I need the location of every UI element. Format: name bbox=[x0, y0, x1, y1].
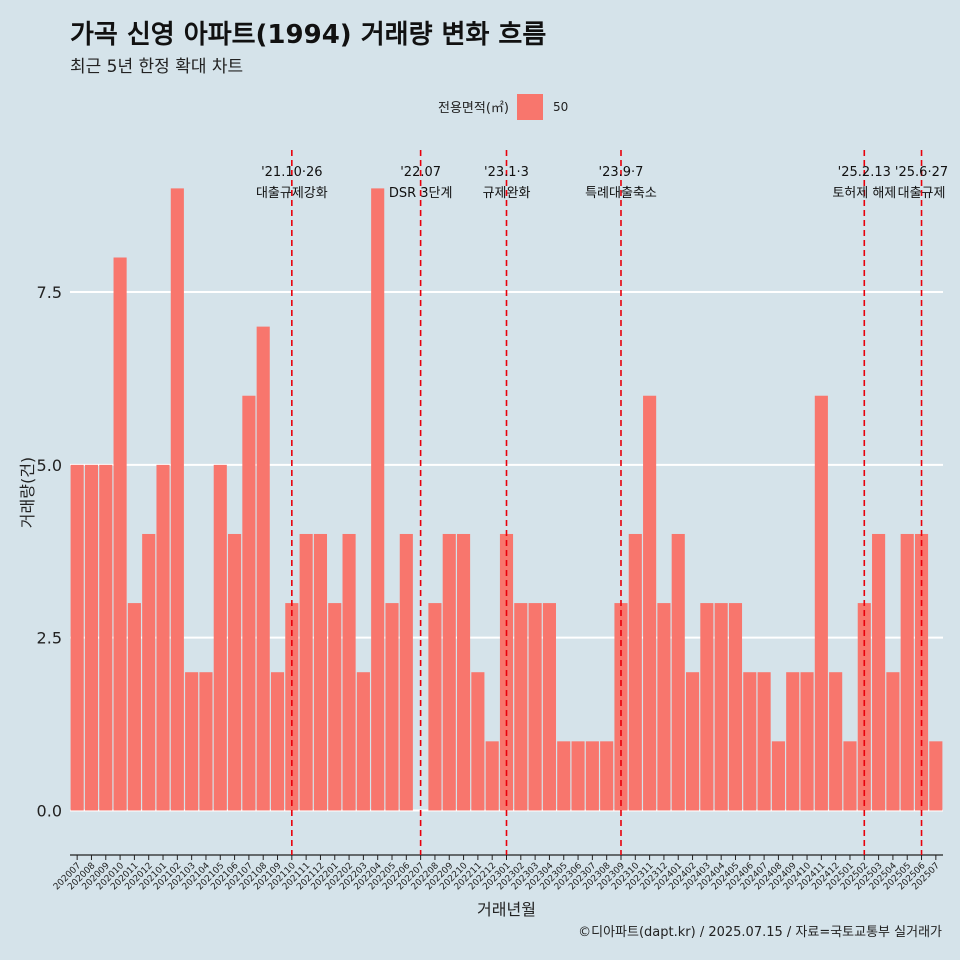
bar bbox=[614, 603, 628, 811]
bar bbox=[399, 533, 413, 811]
y-axis-title: 거래량(건) bbox=[18, 457, 37, 528]
bar bbox=[127, 603, 141, 811]
bar bbox=[514, 603, 528, 811]
bar bbox=[342, 533, 356, 811]
bar bbox=[256, 326, 270, 811]
legend-swatch bbox=[516, 93, 543, 120]
event-name-label: 특례대출축소 bbox=[585, 186, 657, 201]
event-date-label: '22.07 bbox=[400, 165, 441, 180]
bar bbox=[628, 533, 642, 811]
bar bbox=[829, 672, 843, 811]
event-date-label: '25.2.13 bbox=[838, 165, 891, 180]
bar bbox=[99, 464, 113, 811]
chart-title: 가곡 신영 아파트(1994) 거래량 변화 흐름 bbox=[70, 20, 547, 50]
bar bbox=[356, 672, 370, 811]
legend-entry-label: 50 bbox=[552, 99, 569, 114]
bar bbox=[84, 464, 99, 811]
bar bbox=[643, 395, 657, 811]
event-name-label: 대출규제 bbox=[898, 186, 946, 201]
bar bbox=[285, 603, 299, 811]
x-axis-title: 거래년월 bbox=[477, 900, 536, 919]
chart-subtitle: 최근 5년 한정 확대 차트 bbox=[70, 57, 244, 77]
y-tick-label: 5.0 bbox=[37, 456, 62, 475]
event-name-label: 규제완화 bbox=[483, 186, 531, 201]
bar bbox=[328, 603, 342, 811]
bar bbox=[728, 603, 743, 811]
bar bbox=[571, 741, 585, 811]
bar bbox=[900, 533, 914, 811]
bar bbox=[657, 603, 671, 811]
bar bbox=[142, 533, 156, 811]
bar bbox=[857, 603, 871, 811]
bar bbox=[872, 533, 886, 811]
bar bbox=[771, 741, 785, 811]
source-caption: ©디아파트(dapt.kr) / 2025.07.15 / 자료=국토교통부 실… bbox=[578, 925, 942, 940]
bar bbox=[800, 672, 814, 811]
bar bbox=[371, 188, 385, 811]
bar bbox=[242, 395, 256, 811]
event-date-label: '25.6·27 bbox=[895, 165, 948, 180]
bar bbox=[70, 464, 84, 811]
bar bbox=[585, 741, 599, 811]
bar bbox=[528, 603, 542, 811]
y-tick-label: 7.5 bbox=[37, 283, 62, 302]
bar bbox=[170, 188, 184, 811]
legend-title: 전용면적(㎡) bbox=[438, 101, 509, 116]
bar bbox=[299, 533, 313, 811]
bar bbox=[442, 533, 456, 811]
bar bbox=[156, 464, 170, 811]
bar bbox=[113, 257, 127, 811]
bar bbox=[485, 741, 499, 811]
bar bbox=[270, 672, 285, 811]
bar bbox=[313, 533, 328, 811]
bar bbox=[743, 672, 757, 811]
bar bbox=[385, 603, 399, 811]
event-date-label: '21.10·26 bbox=[261, 165, 322, 180]
bar bbox=[714, 603, 728, 811]
bar bbox=[199, 672, 213, 811]
bar bbox=[757, 672, 771, 811]
bar bbox=[671, 533, 685, 811]
bar bbox=[185, 672, 199, 811]
bar bbox=[786, 672, 800, 811]
event-name-label: 토허제 해제 bbox=[832, 186, 896, 201]
bar bbox=[542, 603, 556, 811]
event-date-label: '23.9·7 bbox=[599, 165, 644, 180]
bar bbox=[600, 741, 614, 811]
legend: 전용면적(㎡) 50 bbox=[438, 93, 568, 120]
bar bbox=[213, 464, 227, 811]
y-tick-label: 0.0 bbox=[37, 801, 62, 820]
y-tick-label: 2.5 bbox=[37, 629, 62, 648]
bar bbox=[700, 603, 714, 811]
bar bbox=[814, 395, 828, 811]
bar bbox=[557, 741, 571, 811]
bar bbox=[929, 741, 943, 811]
bar bbox=[471, 672, 485, 811]
bar bbox=[457, 533, 471, 811]
event-name-label: DSR 3단계 bbox=[389, 186, 453, 201]
bar bbox=[886, 672, 900, 811]
bar bbox=[428, 603, 442, 811]
bar bbox=[685, 672, 700, 811]
event-name-label: 대출규제강화 bbox=[256, 186, 328, 201]
bar bbox=[843, 741, 857, 811]
event-date-label: '23.1·3 bbox=[484, 165, 529, 180]
bar bbox=[228, 533, 242, 811]
